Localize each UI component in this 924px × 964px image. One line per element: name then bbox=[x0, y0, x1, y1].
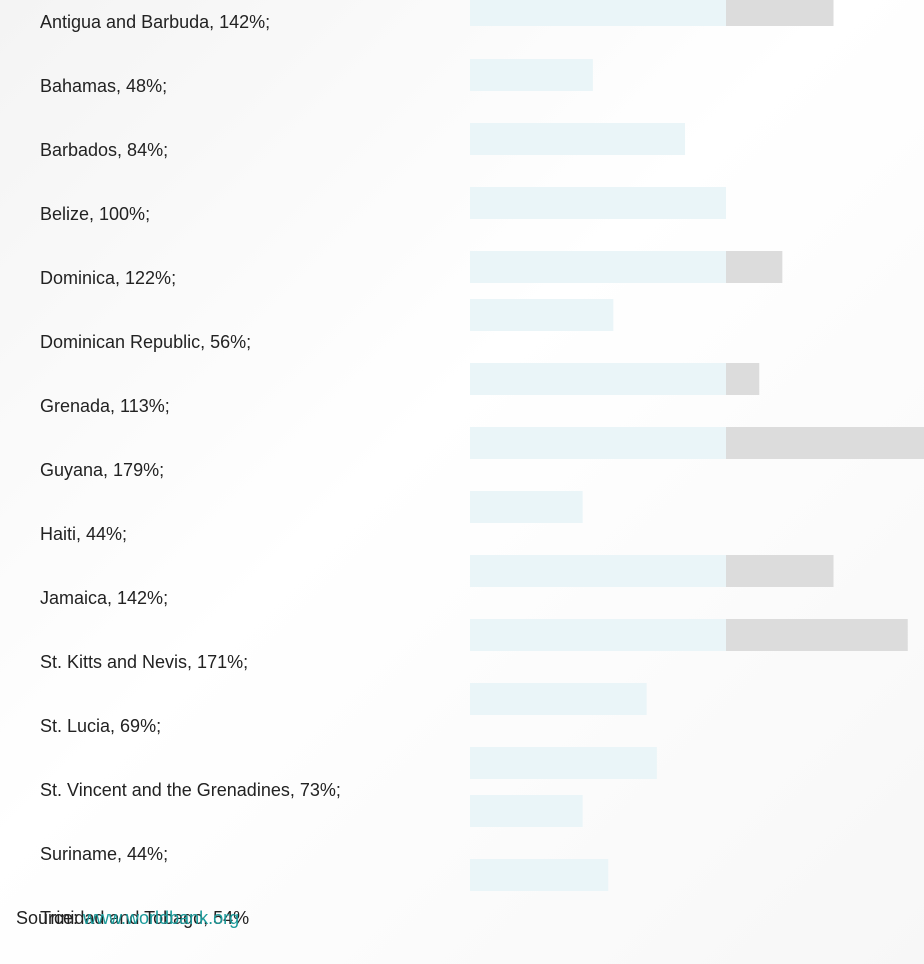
bar-excess bbox=[726, 251, 783, 283]
category-label: Haiti, 44%; bbox=[40, 524, 127, 544]
category-label: St. Vincent and the Grenadines, 73%; bbox=[40, 780, 341, 800]
bar bbox=[470, 555, 726, 587]
bar bbox=[470, 299, 614, 331]
bar bbox=[470, 491, 583, 523]
bar bbox=[470, 619, 726, 651]
category-label: St. Lucia, 69%; bbox=[40, 716, 161, 736]
bar bbox=[470, 187, 726, 219]
bar-excess bbox=[726, 0, 834, 26]
bar bbox=[470, 251, 726, 283]
source-label: Source: bbox=[16, 908, 83, 928]
bar bbox=[470, 859, 609, 891]
bar-excess bbox=[726, 619, 908, 651]
source-link[interactable]: www.worldbank.org bbox=[82, 908, 239, 928]
bar bbox=[470, 427, 726, 459]
bar bbox=[470, 123, 686, 155]
bar bbox=[470, 795, 583, 827]
category-label: Grenada, 113%; bbox=[40, 396, 170, 416]
category-label: Belize, 100%; bbox=[40, 204, 150, 224]
source: Source: www.worldbank.org bbox=[16, 908, 239, 928]
category-label: Jamaica, 142%; bbox=[40, 588, 168, 608]
bar-excess bbox=[726, 363, 760, 395]
bar-excess bbox=[726, 555, 834, 587]
bar-excess bbox=[726, 427, 924, 459]
category-label: Antigua and Barbuda, 142%; bbox=[40, 12, 270, 32]
category-label: Dominican Republic, 56%; bbox=[40, 332, 251, 352]
category-label: Guyana, 179%; bbox=[40, 460, 164, 480]
bar bbox=[470, 363, 726, 395]
category-label: Barbados, 84%; bbox=[40, 140, 168, 160]
bar bbox=[470, 0, 726, 26]
bar bbox=[470, 747, 657, 779]
category-label: Dominica, 122%; bbox=[40, 268, 176, 288]
category-label: Bahamas, 48%; bbox=[40, 76, 167, 96]
bar bbox=[470, 59, 593, 91]
category-label: Suriname, 44%; bbox=[40, 844, 168, 864]
category-label: St. Kitts and Nevis, 171%; bbox=[40, 652, 248, 672]
bar bbox=[470, 683, 647, 715]
category-label: Trinidad and Tobago, 54% bbox=[40, 908, 249, 928]
